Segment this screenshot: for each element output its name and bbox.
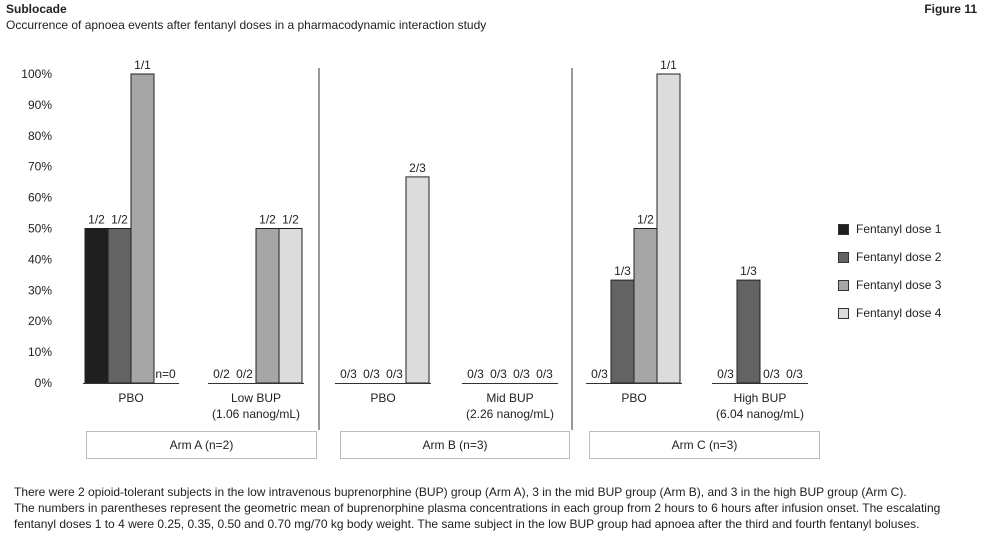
footnote: There were 2 opioid-tolerant subjects in…: [14, 484, 974, 532]
bar: [656, 73, 681, 384]
bar: [736, 279, 761, 384]
category-label: Mid BUP: [486, 391, 533, 405]
bar-data-label: 1/2: [111, 213, 128, 227]
legend-swatch-dose-2: [838, 251, 849, 263]
chart-legend: Fentanyl dose 1 Fentanyl dose 2 Fentanyl…: [838, 222, 941, 334]
bar-data-label: 0/2: [236, 367, 253, 381]
chart-subtitle: Occurrence of apnoea events after fentan…: [6, 18, 487, 32]
bar-data-label: n=0: [155, 367, 176, 381]
figure-label: Figure 11: [924, 2, 977, 16]
bar-data-label: 0/3: [786, 367, 803, 381]
bar-data-label: 1/3: [740, 264, 757, 278]
category-label: (2.26 nanog/mL): [466, 407, 554, 421]
bar: [107, 228, 132, 384]
category-label: High BUP: [734, 391, 787, 405]
legend-label-dose-3: Fentanyl dose 3: [856, 278, 942, 292]
bar-data-label: 0/3: [386, 367, 403, 381]
bar: [255, 228, 280, 384]
y-tick-label: 90%: [28, 98, 52, 112]
bar-data-label: 1/1: [134, 58, 151, 72]
y-tick-label: 40%: [28, 252, 52, 266]
bar-data-label: 1/2: [282, 213, 299, 227]
bar-data-label: 0/3: [591, 367, 608, 381]
category-label: PBO: [118, 391, 143, 405]
category-label: PBO: [370, 391, 395, 405]
bar-data-label: 0/3: [763, 367, 780, 381]
legend-item-dose-4: Fentanyl dose 4: [838, 306, 941, 320]
bar: [633, 228, 658, 384]
y-tick-label: 20%: [28, 314, 52, 328]
y-tick-label: 30%: [28, 283, 52, 297]
bar-data-label: 0/2: [213, 367, 230, 381]
bar-data-label: 1/3: [614, 264, 631, 278]
bar: [130, 73, 155, 384]
bar-data-label: 1/1: [660, 58, 677, 72]
legend-item-dose-2: Fentanyl dose 2: [838, 250, 941, 264]
y-tick-label: 80%: [28, 129, 52, 143]
y-tick-label: 70%: [28, 160, 52, 174]
y-tick-label: 100%: [21, 67, 52, 81]
bar-data-label: 1/2: [88, 213, 105, 227]
document-title: Sublocade: [6, 2, 67, 16]
bar: [84, 228, 109, 384]
arm-b-label: Arm B (n=3): [340, 431, 570, 459]
legend-item-dose-3: Fentanyl dose 3: [838, 278, 941, 292]
y-tick-label: 50%: [28, 222, 52, 236]
bar-data-label: 0/3: [490, 367, 507, 381]
bar-data-label: 1/2: [259, 213, 276, 227]
footnote-line-3: fentanyl doses 1 to 4 were 0.25, 0.35, 0…: [14, 517, 920, 531]
bar-data-label: 0/3: [363, 367, 380, 381]
footnote-line-2: The numbers in parentheses represent the…: [14, 501, 941, 515]
footnote-line-1: There were 2 opioid-tolerant subjects in…: [14, 485, 907, 499]
bar: [405, 176, 430, 384]
y-tick-label: 60%: [28, 191, 52, 205]
bar-data-label: 0/3: [467, 367, 484, 381]
legend-swatch-dose-1: [838, 223, 849, 235]
apnoea-bar-chart: 0% 10% 20% 30% 40% 50% 60% 70% 80% 90% 100% 1/2 1/2 1…: [21, 58, 808, 430]
arm-a-label: Arm A (n=2): [86, 431, 317, 459]
bar-data-label: 0/3: [340, 367, 357, 381]
legend-label-dose-1: Fentanyl dose 1: [856, 222, 942, 236]
bar: [278, 228, 303, 384]
bar-data-label: 0/3: [536, 367, 553, 381]
bar-data-label: 2/3: [409, 161, 426, 175]
bar-data-label: 1/2: [637, 213, 654, 227]
legend-swatch-dose-4: [838, 307, 849, 319]
y-tick-label: 0%: [35, 376, 53, 390]
y-tick-label: 10%: [28, 345, 52, 359]
bar-data-label: 0/3: [513, 367, 530, 381]
category-label: (1.06 nanog/mL): [212, 407, 300, 421]
category-label: PBO: [621, 391, 646, 405]
arm-c-label: Arm C (n=3): [589, 431, 820, 459]
bar-data-label: 0/3: [717, 367, 734, 381]
legend-label-dose-2: Fentanyl dose 2: [856, 250, 942, 264]
bar: [610, 279, 635, 384]
category-label: (6.04 nanog/mL): [716, 407, 804, 421]
legend-label-dose-4: Fentanyl dose 4: [856, 306, 942, 320]
category-label: Low BUP: [231, 391, 281, 405]
legend-item-dose-1: Fentanyl dose 1: [838, 222, 941, 236]
legend-swatch-dose-3: [838, 279, 849, 291]
